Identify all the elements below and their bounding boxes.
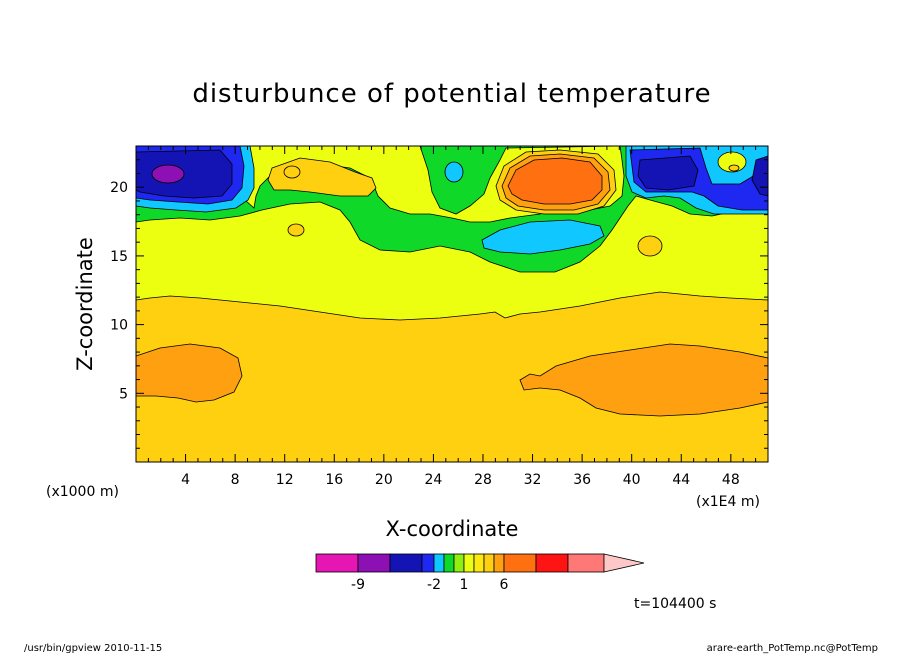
band-purple-left xyxy=(151,164,185,184)
band-orange-small-right xyxy=(637,235,663,257)
colorbar-swatch xyxy=(443,553,455,573)
footer-right: arare-earth_PotTemp.nc@PotTemp xyxy=(707,643,878,654)
plot-frame xyxy=(135,145,769,463)
colorbar-swatch xyxy=(453,553,465,573)
x-tick-label: 32 xyxy=(524,472,542,488)
x-tick-label: 28 xyxy=(474,472,492,488)
x-tick-label: 44 xyxy=(672,472,690,488)
colorbar-swatch xyxy=(463,553,475,573)
band-orange5 xyxy=(507,157,603,205)
band-lower-orange-left xyxy=(136,343,243,403)
x-axis-label: X-coordinate xyxy=(386,517,519,541)
band-orange-tiny xyxy=(283,165,301,179)
footer-left: /usr/bin/gpview 2010-11-15 xyxy=(24,643,162,654)
chart-title: disturbunce of potential temperature xyxy=(192,79,711,109)
y-tick-label: 5 xyxy=(119,386,128,402)
colorbar-swatch xyxy=(389,553,423,573)
x-axis-ticks: 4 8 12 16 20 24 28 32 36 40 44 48 xyxy=(135,146,769,488)
x-tick-label: 24 xyxy=(424,472,442,488)
x-tick-label: 36 xyxy=(573,472,591,488)
x-tick-label: 20 xyxy=(375,472,393,488)
colorbar-swatch xyxy=(357,553,391,573)
x-unit-left: (x1000 m) xyxy=(46,484,119,500)
band-orange-dot xyxy=(287,223,305,237)
colorbar-label: -9 xyxy=(351,577,365,593)
colorbar-swatch xyxy=(483,553,495,573)
x-tick-label: 12 xyxy=(276,472,294,488)
x-unit-right: (x1E4 m) xyxy=(696,494,760,510)
y-axis-label: Z-coordinate xyxy=(73,237,97,371)
y-tick-label: 15 xyxy=(110,249,128,265)
colorbar xyxy=(315,553,645,573)
colorbar-swatch xyxy=(493,553,505,573)
band-cyan-small xyxy=(444,161,464,183)
y-tick-label: 20 xyxy=(110,180,128,196)
colorbar-label: 6 xyxy=(500,577,509,593)
time-label: t=104400 s xyxy=(634,596,716,612)
band-darkblue-right-edge xyxy=(751,155,768,197)
x-tick-label: 16 xyxy=(325,472,343,488)
band-yellow-right-inner xyxy=(728,164,740,172)
x-tick-label: 4 xyxy=(181,472,190,488)
colorbar-label: 1 xyxy=(460,577,469,593)
colorbar-swatch xyxy=(503,553,537,573)
x-tick-label: 48 xyxy=(722,472,740,488)
x-tick-label: 8 xyxy=(231,472,240,488)
colorbar-label: -2 xyxy=(427,577,441,593)
colorbar-swatch xyxy=(433,553,445,573)
y-axis-ticks: 5 10 15 20 xyxy=(110,145,768,463)
colorbar-labels: -9 -2 1 6 xyxy=(351,577,509,593)
band-darkblue-right xyxy=(637,155,699,191)
colorbar-swatch xyxy=(421,553,435,573)
colorbar-arrow xyxy=(603,553,645,573)
colorbar-swatch xyxy=(567,553,605,573)
colorbar-swatch xyxy=(473,553,485,573)
colorbar-swatch xyxy=(315,553,359,573)
contour-field xyxy=(136,146,768,462)
band-cyan-middle xyxy=(481,219,605,255)
y-tick-label: 10 xyxy=(110,318,128,334)
colorbar-swatch xyxy=(535,553,569,573)
band-lower-orange-right xyxy=(519,343,768,417)
x-tick-label: 40 xyxy=(623,472,641,488)
